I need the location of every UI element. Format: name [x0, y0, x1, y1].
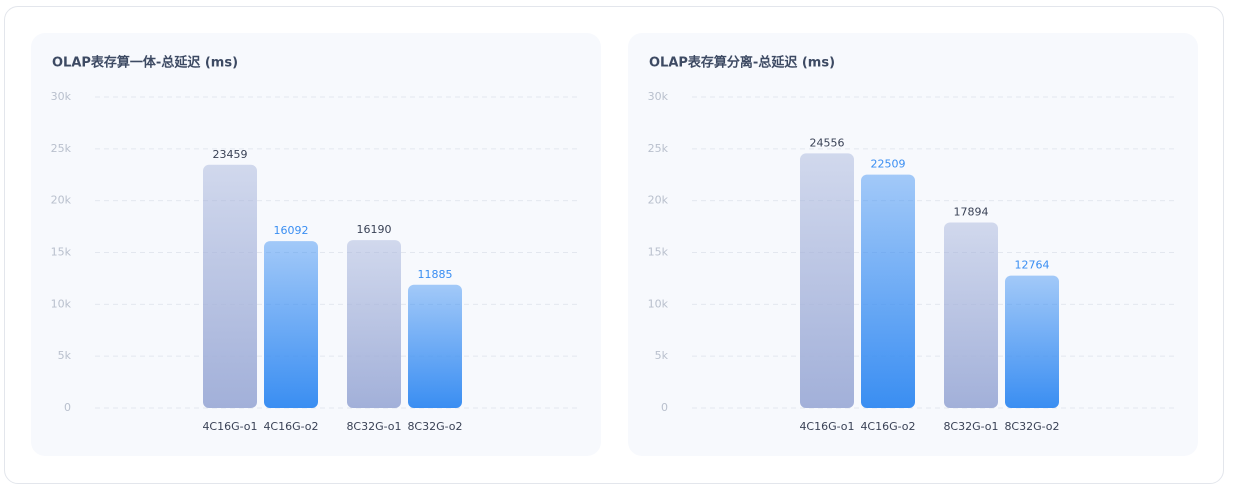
card [4, 6, 1224, 484]
y-tick-label: 0 [661, 401, 668, 414]
bar [944, 222, 998, 408]
value-label: 17894 [954, 205, 989, 218]
x-tick-label: 8C32G-o1 [943, 420, 998, 433]
y-tick-label: 10k [51, 297, 72, 310]
y-tick-label: 30k [51, 90, 72, 103]
value-label: 24556 [810, 136, 845, 149]
x-tick-label: 4C16G-o1 [202, 420, 257, 433]
x-tick-label: 8C32G-o2 [407, 420, 462, 433]
y-tick-label: 5k [58, 349, 72, 362]
bar [1005, 275, 1059, 408]
bar [800, 153, 854, 408]
value-label: 22509 [871, 158, 906, 171]
value-label: 16092 [274, 224, 309, 237]
y-tick-label: 25k [648, 142, 669, 155]
bar [264, 241, 318, 408]
y-tick-label: 10k [648, 297, 669, 310]
y-tick-label: 5k [655, 349, 669, 362]
y-tick-label: 20k [648, 194, 669, 207]
bar [347, 240, 401, 408]
x-tick-label: 4C16G-o2 [860, 420, 915, 433]
chart-title: OLAP表存算分离-总延迟 (ms) [649, 55, 835, 71]
y-tick-label: 30k [648, 90, 669, 103]
y-tick-label: 15k [51, 246, 72, 259]
value-label: 11885 [418, 268, 453, 281]
value-label: 23459 [213, 148, 248, 161]
x-tick-label: 4C16G-o1 [799, 420, 854, 433]
y-tick-label: 25k [51, 142, 72, 155]
x-tick-label: 8C32G-o1 [346, 420, 401, 433]
chart: OLAP表存算分离-总延迟 (ms) 0 5k 10k 15k 20k 25k 30k 2455… [628, 33, 1198, 456]
x-tick-label: 8C32G-o2 [1004, 420, 1059, 433]
value-label: 16190 [357, 223, 392, 236]
bar [203, 164, 257, 408]
y-tick-label: 15k [648, 246, 669, 259]
x-tick-label: 4C16G-o2 [263, 420, 318, 433]
bar [408, 284, 462, 408]
bar [861, 174, 915, 408]
chart-title: OLAP表存算一体-总延迟 (ms) [52, 55, 238, 71]
y-tick-label: 0 [64, 401, 71, 414]
y-tick-label: 20k [51, 194, 72, 207]
value-label: 12764 [1015, 259, 1050, 272]
chart: OLAP表存算一体-总延迟 (ms) 0 5k 10k 15k 20k 25k 30k 2345… [31, 33, 601, 456]
